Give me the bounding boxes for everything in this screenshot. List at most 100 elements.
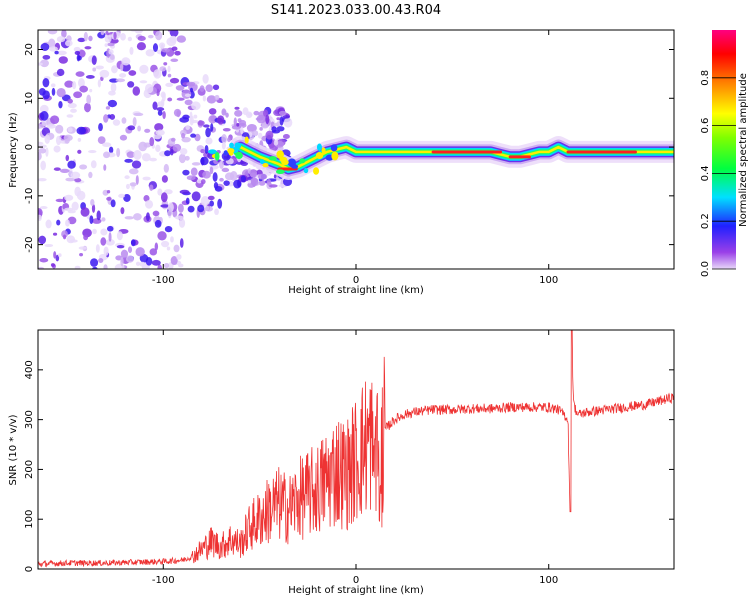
- spectrogram-blob: [53, 251, 57, 259]
- spectrogram-blob: [91, 55, 97, 66]
- spectrogram-blob: [149, 157, 157, 162]
- spectrogram-blob: [219, 177, 224, 182]
- spectrogram-blob: [67, 98, 73, 104]
- spectrogram-blob: [166, 246, 171, 251]
- spectrogram-blob: [139, 64, 149, 74]
- spectrogram-blob: [186, 175, 196, 181]
- spectrogram-spot: [281, 159, 289, 166]
- spectrogram-blob: [50, 83, 56, 88]
- spectrogram-blob: [109, 54, 115, 61]
- snr-ticks: -100 0 100 0 100 200 300 400: [24, 330, 674, 586]
- spectrogram-blob: [203, 124, 210, 128]
- spectrogram-blob: [144, 83, 154, 94]
- spectrogram-blob: [110, 82, 117, 93]
- spectrogram-blob: [152, 101, 158, 111]
- spectrogram-blob: [247, 179, 252, 184]
- spectrogram-blob: [205, 137, 213, 145]
- spectrogram-blob: [90, 258, 99, 267]
- spectrogram-blob: [55, 124, 64, 134]
- spectrogram-blob: [68, 168, 73, 178]
- spectrogram-blob: [160, 204, 170, 208]
- spectrogram-blob: [202, 170, 211, 179]
- spectrogram-blob: [253, 110, 260, 116]
- spectrogram-blob: [172, 143, 182, 152]
- spectrogram-blob: [261, 124, 269, 129]
- spectrogram-blob: [47, 30, 58, 35]
- spectrogram-blob: [204, 145, 209, 154]
- spectrogram-blob: [157, 110, 163, 116]
- spectrogram-blob: [240, 175, 247, 183]
- spectrogram-blob: [50, 115, 60, 124]
- spectrogram-blob: [99, 69, 110, 78]
- spectrogram-blob: [98, 258, 104, 263]
- spectrogram-blob: [79, 85, 88, 93]
- spectrogram-blob: [65, 219, 70, 227]
- spectrogram-blob: [53, 145, 61, 153]
- spectrogram-blob: [178, 203, 184, 213]
- spectrogram-blob: [118, 193, 125, 199]
- spectrogram-blob: [72, 81, 77, 90]
- spectrogram-blob: [282, 134, 290, 140]
- spectrogram-blob: [111, 65, 118, 74]
- spectrogram-blob: [149, 137, 155, 147]
- x-tick-label: 100: [539, 575, 558, 586]
- spectrogram-blob: [53, 167, 61, 171]
- spectrogram-xlabel: Height of straight line (km): [288, 285, 424, 296]
- spectrogram-blob: [110, 199, 116, 208]
- spectrogram-blob: [39, 206, 48, 210]
- x-tick-label: 0: [353, 275, 359, 286]
- spectrogram-spot: [291, 164, 299, 169]
- spectrogram-blob: [173, 108, 182, 117]
- spectrogram-blob: [158, 42, 166, 49]
- y-tick-label: 200: [24, 460, 35, 479]
- spectrogram-blob: [76, 190, 86, 201]
- spectrogram-blob: [44, 243, 54, 248]
- spectrogram-blob: [116, 244, 125, 249]
- spectrogram-blob: [197, 204, 205, 213]
- spectrogram-blob: [106, 190, 111, 194]
- spectrogram-blob: [84, 46, 92, 50]
- spectrogram-blob: [98, 123, 103, 132]
- spectrogram-blob: [55, 254, 60, 262]
- spectrogram-blob: [132, 117, 137, 127]
- spectrogram-blob: [38, 214, 42, 222]
- spectrogram-blob: [90, 160, 97, 169]
- x-tick-label: -100: [152, 575, 175, 586]
- spectrogram-blob: [77, 24, 83, 29]
- spectrogram-spot: [244, 136, 249, 144]
- spectrogram-blob: [200, 156, 209, 166]
- spectrogram-blob: [65, 177, 76, 182]
- spectrogram-blob: [178, 263, 184, 268]
- spectrogram-blob: [103, 264, 108, 269]
- spectrogram-blob: [156, 107, 165, 112]
- spectrogram-blob: [208, 108, 217, 115]
- spectrogram-blob: [89, 215, 94, 225]
- spectrogram-blob: [221, 134, 227, 144]
- spectrogram-blob: [79, 164, 88, 170]
- spectrogram-blob: [221, 167, 230, 173]
- spectrogram-blob: [92, 266, 98, 269]
- spectrogram-blob: [210, 123, 214, 132]
- spectrogram-blob: [50, 263, 55, 267]
- spectrogram-blob: [179, 147, 188, 155]
- spectrogram-blob: [70, 171, 81, 179]
- y-tick-label: 20: [24, 43, 35, 56]
- snr-xlabel: Height of straight line (km): [288, 585, 424, 596]
- spectrogram-blob: [103, 246, 109, 256]
- spectrogram-blob: [268, 184, 278, 188]
- spectrogram-blob: [217, 115, 225, 125]
- spectrogram-blob: [92, 67, 97, 72]
- spectrogram-blob: [174, 50, 181, 56]
- spectrogram-blob: [276, 117, 281, 121]
- spectrogram-blob: [190, 167, 198, 176]
- spectrogram-blob: [74, 50, 81, 56]
- spectrogram-blob: [176, 97, 185, 101]
- spectrogram-blob: [266, 179, 272, 186]
- spectrogram-blob: [86, 94, 92, 105]
- spectrogram-blob: [88, 35, 93, 42]
- spectrogram-blob: [163, 263, 170, 269]
- spectrogram-blob: [77, 37, 86, 43]
- spectrogram-blob: [42, 90, 50, 100]
- spectrogram-blob: [256, 114, 266, 124]
- spectrogram-blob: [115, 78, 126, 83]
